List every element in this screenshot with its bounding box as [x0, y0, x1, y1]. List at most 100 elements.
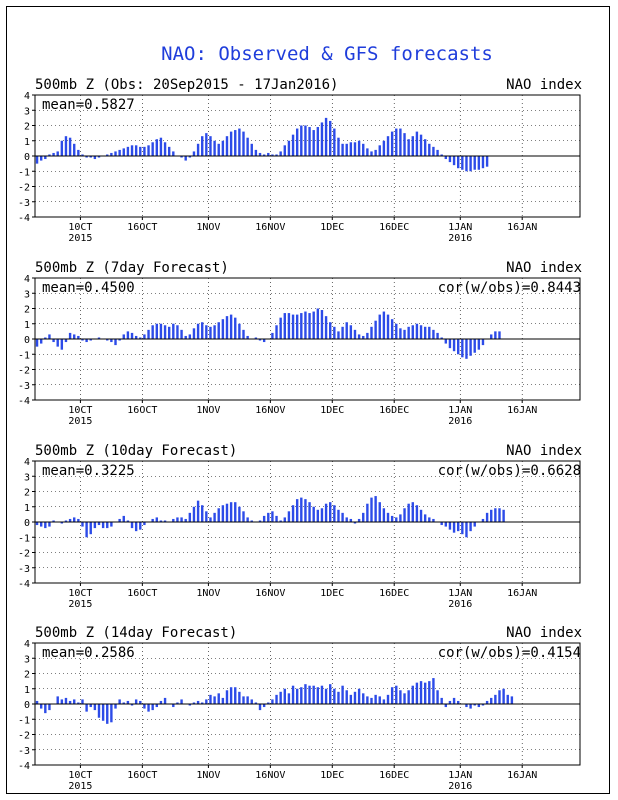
data-bar	[432, 518, 435, 522]
data-bar	[324, 117, 328, 157]
data-bar	[106, 704, 109, 724]
data-bar	[246, 335, 249, 339]
x-tick-label: 16JAN	[507, 770, 537, 781]
data-bar	[291, 505, 295, 522]
data-bar	[510, 696, 514, 705]
x-tick-label: 1NOV	[196, 588, 220, 599]
y-tick-label: 2	[24, 488, 30, 499]
data-bar	[428, 681, 431, 705]
data-bar	[159, 700, 163, 704]
data-bar	[295, 499, 299, 523]
data-bar	[362, 693, 365, 704]
data-bar	[329, 322, 332, 339]
data-bar	[333, 505, 336, 522]
data-bar	[188, 704, 192, 706]
data-bar	[267, 152, 270, 156]
data-bar	[275, 694, 278, 704]
data-bar	[374, 694, 377, 704]
x-tick-label: 16DEC	[379, 405, 409, 416]
data-bar	[345, 517, 348, 522]
data-bar	[201, 702, 204, 704]
data-bar	[312, 130, 315, 156]
data-bar	[353, 142, 357, 156]
data-bar	[378, 145, 381, 156]
data-bar	[300, 687, 303, 704]
x-tick-year: 2015	[68, 416, 92, 427]
data-bar	[143, 704, 146, 709]
data-bar	[143, 522, 146, 526]
data-bar	[196, 700, 200, 704]
data-bar	[163, 697, 167, 704]
y-tick-label: -2	[18, 366, 30, 377]
data-bar	[300, 313, 303, 339]
data-bar	[428, 326, 431, 339]
data-bar	[349, 694, 353, 704]
data-bar	[242, 131, 245, 156]
data-bar	[196, 143, 200, 156]
panel-title: 500mb Z (14day Forecast)	[35, 625, 237, 641]
data-bar	[143, 146, 146, 156]
data-bar	[337, 691, 340, 704]
y-tick-label: 1	[24, 503, 30, 514]
data-bar	[118, 339, 121, 341]
data-bar	[97, 522, 101, 526]
data-bar	[77, 702, 80, 704]
x-tick-year: 2016	[448, 416, 472, 427]
data-bar	[477, 339, 481, 350]
data-bar	[151, 325, 154, 339]
data-bar	[461, 339, 464, 358]
data-bar	[502, 688, 505, 704]
data-bar	[192, 328, 196, 339]
data-bar	[490, 334, 493, 339]
data-bar	[494, 694, 497, 704]
data-bar	[205, 699, 208, 704]
data-bar	[229, 131, 233, 156]
data-bar	[275, 515, 278, 522]
data-bar	[452, 156, 456, 166]
data-bar	[304, 684, 307, 704]
data-bar	[457, 700, 460, 704]
data-bar	[267, 512, 270, 522]
data-bar	[494, 331, 497, 340]
data-bar	[159, 323, 163, 339]
data-bar	[320, 685, 324, 704]
data-bar	[64, 339, 68, 343]
data-bar	[436, 690, 439, 704]
data-bar	[275, 325, 278, 339]
data-bar	[502, 509, 505, 522]
data-bar	[329, 684, 332, 704]
data-bar	[221, 140, 225, 156]
data-bar	[180, 517, 183, 522]
data-bar	[411, 136, 414, 156]
data-bar	[110, 152, 113, 156]
data-bar	[196, 500, 200, 522]
data-bar	[316, 127, 320, 156]
data-bar	[279, 317, 282, 339]
data-bar	[395, 323, 398, 339]
data-bar	[106, 154, 109, 156]
data-bar	[419, 325, 423, 339]
data-bar	[172, 323, 175, 339]
data-bar	[81, 699, 84, 704]
data-bar	[68, 518, 72, 522]
data-bar	[452, 697, 456, 704]
data-bar	[64, 520, 68, 522]
data-bar	[184, 518, 187, 522]
data-bar	[101, 704, 105, 721]
data-bar	[229, 687, 233, 704]
data-bar	[213, 696, 216, 705]
data-bar	[440, 697, 443, 704]
data-bar	[180, 699, 183, 704]
data-bar	[73, 699, 76, 704]
data-bar	[432, 329, 435, 339]
data-bar	[411, 325, 414, 339]
data-bar	[370, 151, 373, 156]
data-bar	[73, 334, 76, 339]
data-bar	[345, 322, 348, 339]
data-bar	[308, 502, 311, 522]
data-bar	[287, 140, 291, 156]
data-bar	[390, 687, 394, 704]
data-bar	[312, 685, 315, 704]
data-bar	[180, 156, 183, 158]
data-bar	[485, 156, 489, 167]
